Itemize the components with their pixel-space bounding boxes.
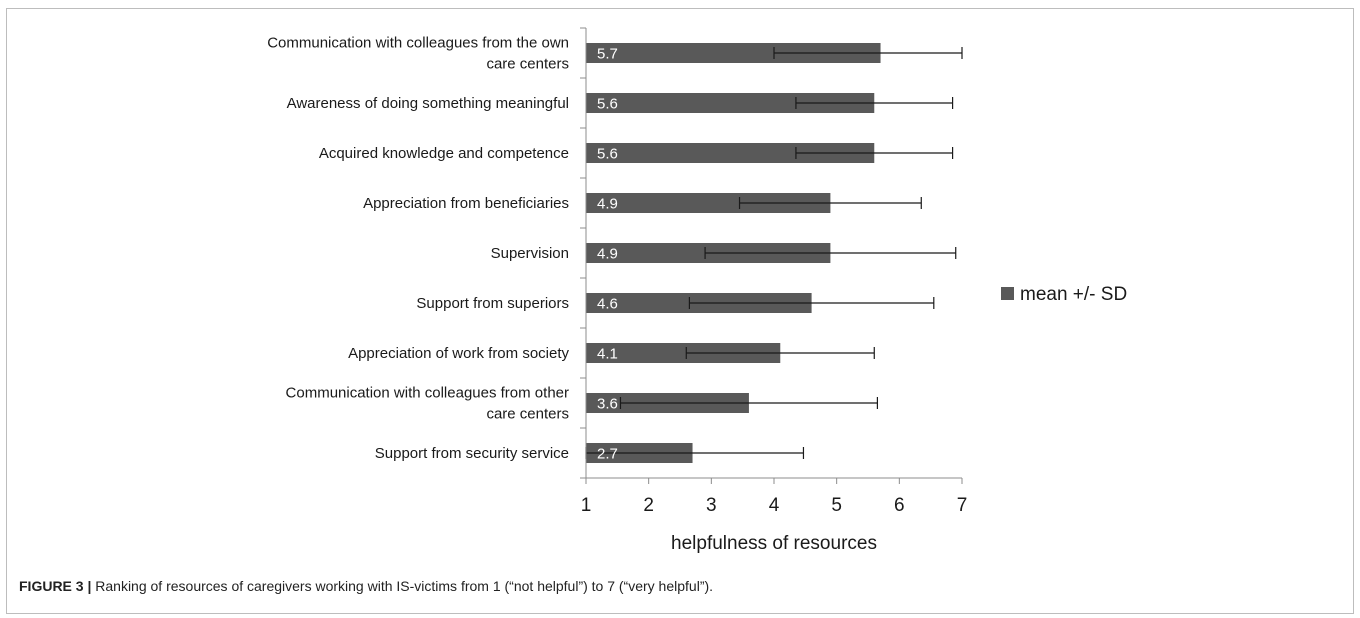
error-bar [688, 297, 935, 309]
x-tick-label: 6 [894, 495, 905, 516]
bar-value-label: 4.9 [597, 196, 618, 213]
error-bar [704, 247, 957, 259]
category-label: Appreciation of work from society [348, 345, 569, 362]
bar [586, 343, 781, 363]
error-bar [773, 47, 963, 59]
bar-value-label: 5.7 [597, 46, 618, 63]
bar [586, 143, 875, 163]
bar [586, 43, 881, 63]
figure-caption-text: Ranking of resources of caregivers worki… [91, 578, 714, 594]
error-bar [685, 347, 875, 359]
bar-value-label: 4.9 [597, 246, 618, 263]
x-tick-label: 1 [581, 495, 592, 516]
category-label: Supervision [491, 245, 569, 262]
legend-label: mean +/- SD [1020, 284, 1127, 305]
category-label: care centers [486, 56, 569, 73]
category-label: Support from superiors [416, 295, 569, 312]
bar-value-label: 4.1 [597, 346, 618, 363]
figure-caption: FIGURE 3 | Ranking of resources of careg… [19, 578, 713, 594]
bar-value-label: 5.6 [597, 146, 618, 163]
category-label: Awareness of doing something meaningful [287, 95, 569, 112]
error-bar [795, 97, 954, 109]
x-tick-label: 2 [643, 495, 654, 516]
category-label: Acquired knowledge and competence [319, 145, 569, 162]
x-tick-label: 4 [769, 495, 780, 516]
category-label: care centers [486, 406, 569, 423]
bar [586, 93, 875, 113]
category-label: Appreciation from beneficiaries [363, 195, 569, 212]
x-tick-label: 3 [706, 495, 717, 516]
bar-chart: 5.7 Communication with colleagues from th… [267, 27, 1127, 554]
error-bar [619, 397, 879, 409]
category-label: Support from security service [375, 445, 569, 462]
bar-value-label: 5.6 [597, 96, 618, 113]
category-label: Communication with colleagues from other [286, 385, 569, 402]
legend-swatch [1001, 287, 1014, 300]
x-axis-title: helpfulness of resources [671, 533, 877, 554]
figure-frame [6, 8, 1354, 614]
x-tick-label: 5 [831, 495, 842, 516]
bar [586, 193, 831, 213]
error-bar [795, 147, 954, 159]
bar-value-label: 4.6 [597, 296, 618, 313]
bar-value-label: 2.7 [597, 446, 618, 463]
error-bar [738, 197, 922, 209]
x-tick-label: 7 [957, 495, 968, 516]
figure-caption-label: FIGURE 3 | [19, 578, 92, 594]
bar-value-label: 3.6 [597, 396, 618, 413]
category-label: Communication with colleagues from the o… [267, 35, 569, 52]
